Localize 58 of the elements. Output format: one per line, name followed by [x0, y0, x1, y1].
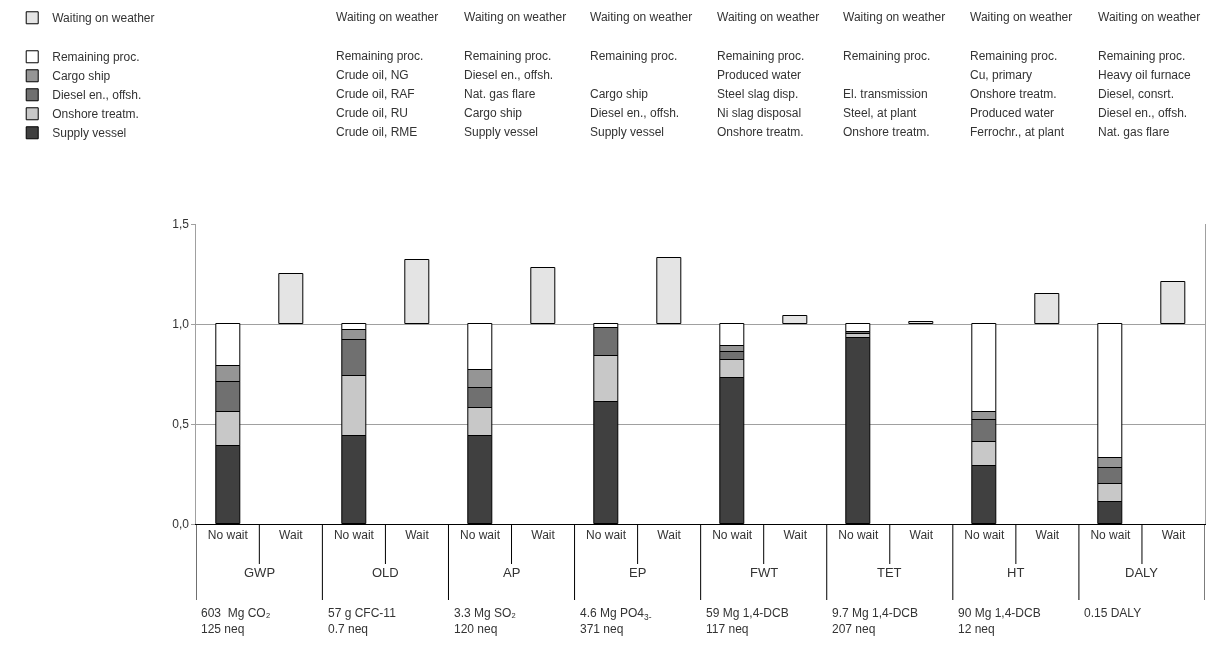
- legend-label: Diesel en., offsh.: [52, 88, 142, 103]
- x-tick-label: No wait: [586, 528, 627, 543]
- bar: [278, 273, 304, 324]
- bar: [530, 267, 556, 324]
- x-tick-label: Wait: [405, 528, 430, 543]
- y-tick-label: 0,0: [172, 517, 190, 532]
- x-tick-label: Wait: [1161, 528, 1186, 543]
- x-tick-label: Wait: [909, 528, 934, 543]
- text: DALY: [1125, 565, 1159, 580]
- bar: [404, 259, 430, 324]
- y-tick-label: 0,5: [172, 417, 190, 432]
- bar: [845, 323, 871, 332]
- text: 9.7 Mg 1,4-DCB 207 neq: [832, 606, 919, 636]
- x-tick-label: No wait: [459, 528, 501, 543]
- text: HT: [1007, 565, 1025, 580]
- text: GWP: [244, 565, 276, 580]
- text: AP: [503, 565, 521, 580]
- x-tick-label: No wait: [712, 528, 753, 543]
- x-tick-label: No wait: [1090, 528, 1132, 543]
- legend-label: Waiting on weather: [52, 11, 155, 26]
- text: 0.15 DALY: [1084, 606, 1142, 620]
- text: Waiting on weather Remaining proc. Produced water Steel slag disp. Ni slag disposal Onshore treatm.: [717, 10, 820, 139]
- legend-label: Remaining proc.: [52, 50, 140, 65]
- text: Waiting on weather Remaining proc. El. transmission Steel, at plant Onshore treatm.: [843, 10, 946, 139]
- text: 59 Mg 1,4-DCB 117 neq: [706, 606, 789, 636]
- legend-label: Supply vessel: [52, 126, 127, 141]
- x-tick-label: Wait: [279, 528, 304, 543]
- text: FWT: [750, 565, 779, 580]
- text: 90 Mg 1,4-DCB 12 neq: [958, 606, 1041, 636]
- x-tick-label: No wait: [207, 528, 249, 543]
- text: EP: [629, 565, 647, 580]
- text: 603 Mg CO₂ 125 neq: [201, 606, 271, 636]
- x-tick-label: No wait: [838, 528, 879, 543]
- bar: [908, 321, 934, 324]
- x-tick-label: Wait: [1035, 528, 1060, 543]
- x-tick-label: No wait: [964, 528, 1006, 543]
- x-tick-label: Wait: [783, 528, 808, 543]
- bar: [656, 257, 682, 324]
- text: 4.6 Mg PO4$_{3-}$ 371 neq: [580, 606, 652, 636]
- x-tick-label: Wait: [531, 528, 556, 543]
- y-tick-label: 1,5: [172, 217, 190, 232]
- legend-label: Onshore treatm.: [52, 107, 139, 122]
- text: Waiting on weather Remaining proc. Diesel en., offsh. Nat. gas flare Cargo ship Supply vessel: [464, 10, 567, 139]
- bar: [1034, 293, 1060, 324]
- text: Waiting on weather Remaining proc. Cu, primary Onshore treatm. Produced water Ferrochr., at plant: [970, 10, 1073, 139]
- y-tick-label: 1,0: [172, 317, 190, 332]
- text: OLD: [372, 565, 399, 580]
- text: TET: [877, 565, 902, 580]
- text: 3.3 Mg SO₂ 120 neq: [454, 606, 517, 636]
- text: Waiting on weather Remaining proc. Heavy oil furnace Diesel, consrt. Diesel en., offsh. Nat. gas flare: [1098, 10, 1201, 139]
- text: 57 g CFC-11 0.7 neq: [328, 606, 397, 636]
- x-tick-label: No wait: [333, 528, 375, 543]
- bar: [1160, 281, 1186, 324]
- bar: [782, 315, 808, 324]
- legend-label: Cargo ship: [52, 69, 111, 84]
- text: Waiting on weather Remaining proc. Cargo ship Diesel en., offsh. Supply vessel: [590, 10, 693, 139]
- text: Waiting on weather Remaining proc. Crude oil, NG Crude oil, RAF Crude oil, RU Crude oil, RME: [336, 10, 439, 139]
- x-tick-label: Wait: [657, 528, 682, 543]
